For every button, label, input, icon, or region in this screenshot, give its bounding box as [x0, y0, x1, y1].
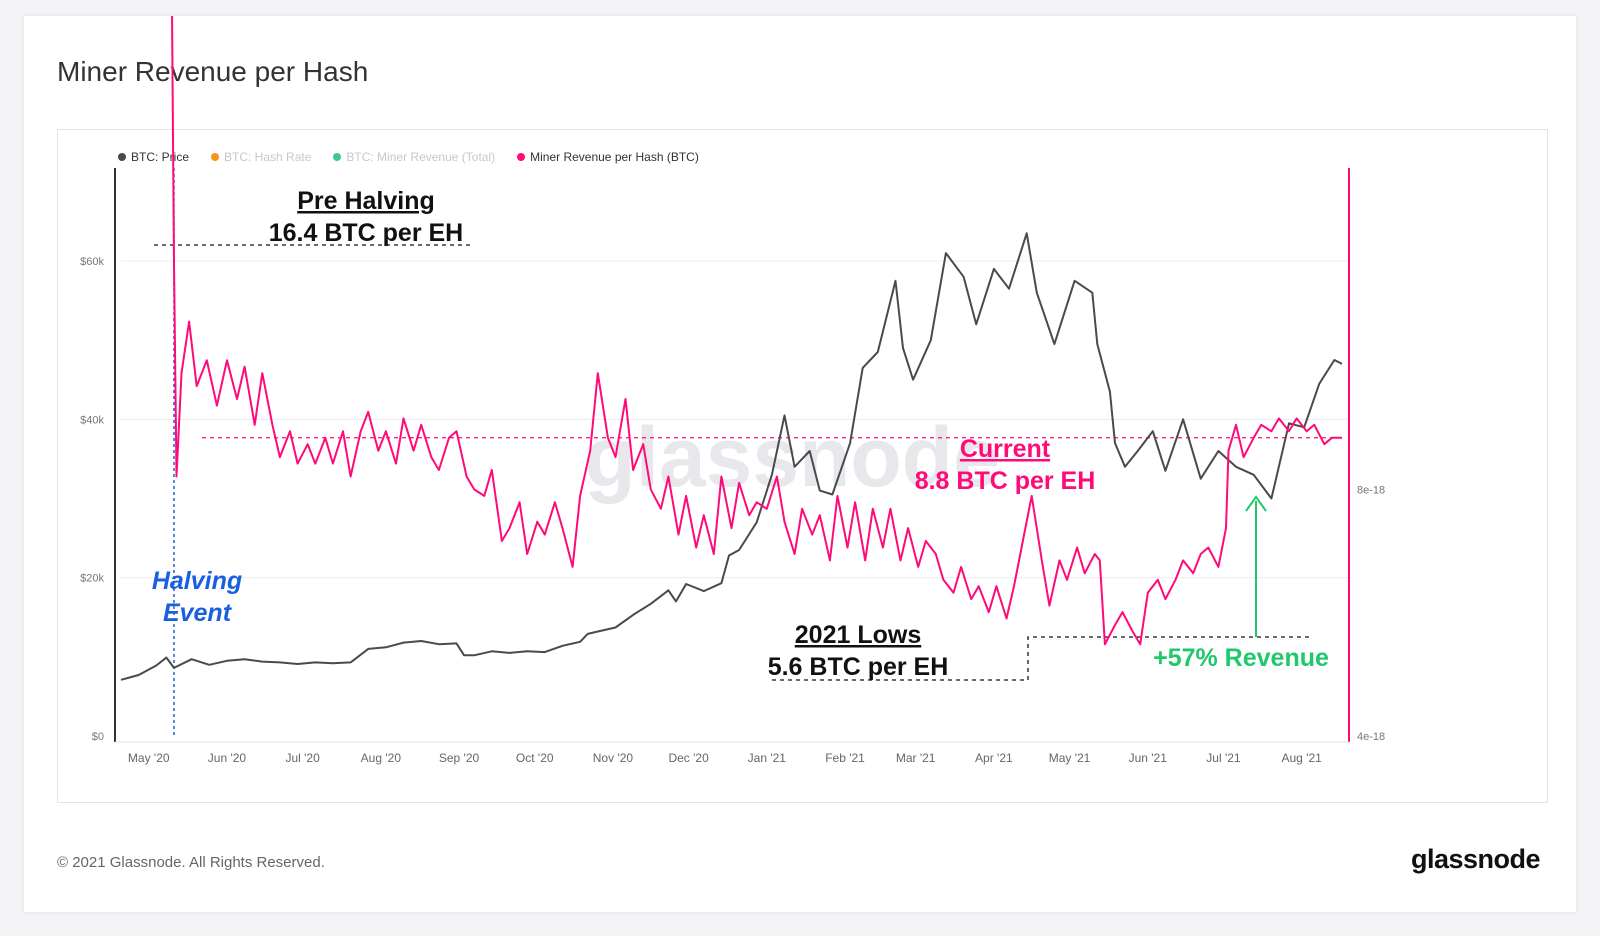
legend-label: Miner Revenue per Hash (BTC) [530, 150, 699, 164]
current-value: 8.8 BTC per EH [915, 467, 1096, 495]
legend-item-miner-revenue[interactable]: BTC: Miner Revenue (Total) [333, 150, 495, 164]
glassnode-logo[interactable]: glassnode [1410, 844, 1541, 874]
x-tick-label: Jul '20 [285, 751, 320, 765]
halving-label-line2: Event [163, 599, 233, 627]
x-tick-label: Nov '20 [593, 751, 634, 765]
legend-dot-icon [333, 153, 342, 161]
x-tick-label: Aug '20 [361, 751, 402, 765]
y-left-tick-label: $60k [80, 256, 104, 268]
x-tick-label: Oct '20 [516, 751, 554, 765]
x-tick-label: Apr '21 [975, 751, 1013, 765]
current-title: Current [960, 435, 1051, 463]
legend-item-hash-rate[interactable]: BTC: Hash Rate [211, 150, 311, 164]
legend: BTC: Price BTC: Hash Rate BTC: Miner Rev… [118, 150, 699, 164]
copyright-text: © 2021 Glassnode. All Rights Reserved. [57, 854, 325, 871]
x-tick-label: Dec '20 [668, 751, 709, 765]
pre-halving-title: Pre Halving [297, 187, 435, 215]
x-tick-label: Jul '21 [1206, 751, 1241, 765]
x-tick-label: Jan '21 [748, 751, 787, 765]
x-tick-label: Aug '21 [1281, 751, 1322, 765]
legend-item-revenue-per-hash[interactable]: Miner Revenue per Hash (BTC) [517, 150, 699, 164]
halving-label-line1: Halving [152, 567, 242, 595]
y-left-tick-label: $0 [92, 731, 104, 743]
chart-card: Miner Revenue per Hash BTC: Price BTC: H… [24, 16, 1576, 912]
x-tick-label: Feb '21 [825, 751, 865, 765]
y-right-tick-label: 8e-18 [1357, 484, 1385, 496]
pre-halving-value: 16.4 BTC per EH [269, 219, 464, 247]
y-left-tick-label: $40k [80, 414, 104, 426]
x-tick-label: May '21 [1049, 751, 1091, 765]
lows-value: 5.6 BTC per EH [768, 653, 949, 681]
x-tick-label: Sep '20 [439, 751, 480, 765]
x-tick-label: Jun '21 [1129, 751, 1168, 765]
x-tick-label: Jun '20 [208, 751, 247, 765]
revenue-gain-arrowhead [1245, 495, 1267, 512]
legend-dot-icon [517, 153, 526, 161]
x-tick-label: May '20 [128, 751, 170, 765]
legend-item-price[interactable]: BTC: Price [118, 150, 189, 164]
legend-label: BTC: Hash Rate [224, 150, 312, 164]
legend-label: BTC: Price [131, 150, 190, 164]
legend-label: BTC: Miner Revenue (Total) [346, 150, 496, 164]
y-left-tick-label: $20k [80, 573, 104, 585]
y-right-tick-label: 4e-18 [1357, 731, 1385, 743]
chart-frame: BTC: Price BTC: Hash Rate BTC: Miner Rev… [57, 129, 1548, 803]
x-tick-label: Mar '21 [896, 751, 936, 765]
lows-title: 2021 Lows [795, 621, 921, 649]
revenue-per-hash-series-line [171, 16, 1342, 646]
legend-dot-icon [211, 153, 220, 161]
revenue-gain-label: +57% Revenue [1153, 644, 1329, 672]
page-title: Miner Revenue per Hash [57, 56, 369, 87]
legend-dot-icon [118, 153, 126, 161]
price-series-line [120, 232, 1343, 681]
